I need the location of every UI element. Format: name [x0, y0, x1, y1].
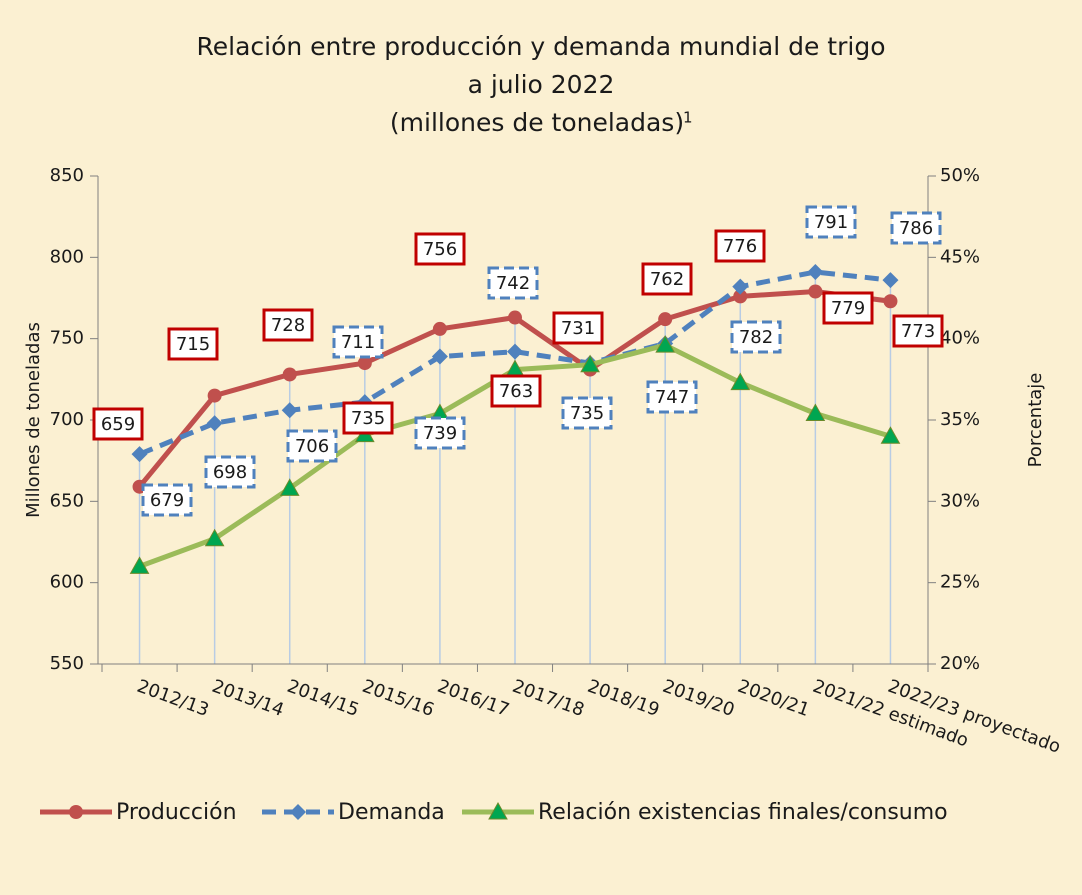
data-label: 773 [901, 321, 935, 342]
marker [807, 263, 824, 280]
y2-tick-label: 45% [940, 246, 980, 267]
data-label-box [141, 483, 193, 517]
marker [658, 312, 673, 327]
marker [882, 272, 899, 289]
data-label: 715 [176, 334, 210, 355]
data-label-box [286, 429, 338, 463]
data-label: 762 [650, 269, 684, 290]
marker [805, 403, 826, 421]
y-tick-label: 800 [50, 246, 84, 267]
marker [732, 278, 749, 295]
data-label: 731 [561, 318, 595, 339]
data-label-box [822, 291, 874, 325]
data-label-box [730, 320, 782, 354]
marker [206, 415, 223, 432]
y-tick-label: 750 [50, 328, 84, 349]
data-label-box [342, 401, 394, 435]
y2-tick-label: 20% [940, 653, 980, 674]
data-label: 763 [499, 381, 533, 402]
data-label: 786 [899, 218, 933, 239]
y-tick-label: 650 [50, 490, 84, 511]
data-label-box [332, 325, 384, 359]
y-axis-title: Millones de toneladas [23, 322, 44, 518]
data-label-box [490, 374, 542, 408]
data-label-box [167, 327, 219, 361]
data-label-box [561, 396, 613, 430]
legend-label: Relación existencias finales/consumo [538, 800, 948, 825]
chart-title: a julio 2022 [468, 70, 615, 99]
data-label: 711 [341, 332, 375, 353]
data-label: 779 [831, 298, 865, 319]
data-label-box [552, 311, 604, 345]
data-label: 747 [655, 387, 689, 408]
data-label: 739 [423, 423, 457, 444]
marker [131, 446, 148, 463]
data-label-box [262, 308, 314, 342]
y2-tick-label: 25% [940, 572, 980, 593]
data-label-box [414, 232, 466, 266]
y-tick-label: 600 [50, 572, 84, 593]
data-label: 698 [213, 462, 247, 483]
data-label: 756 [423, 239, 457, 260]
data-label: 776 [723, 236, 757, 257]
marker [883, 294, 898, 309]
y2-tick-label: 30% [940, 490, 980, 511]
marker [431, 348, 448, 365]
legend-marker [488, 801, 508, 820]
data-label: 706 [295, 436, 329, 457]
data-label: 735 [351, 408, 385, 429]
y-tick-label: 850 [50, 165, 84, 186]
legend-marker [69, 805, 83, 819]
data-label-box [805, 205, 857, 239]
footnote-mark: 1 [683, 109, 693, 127]
data-label-box [487, 266, 539, 300]
y2-axis-title: Porcentaje [1025, 373, 1046, 468]
marker [508, 310, 522, 325]
data-label: 728 [271, 315, 305, 336]
data-label: 659 [101, 414, 135, 435]
marker [282, 367, 297, 382]
marker [207, 388, 222, 403]
data-label-box [414, 416, 466, 450]
marker [279, 478, 300, 496]
data-label-box [641, 262, 693, 296]
marker [432, 321, 447, 336]
data-label-box [714, 229, 766, 263]
marker [281, 402, 298, 419]
data-label: 782 [739, 327, 773, 348]
data-label: 742 [496, 273, 530, 294]
legend-label: Demanda [338, 800, 445, 825]
marker [204, 528, 225, 547]
data-label-box [204, 455, 256, 489]
data-label: 679 [150, 490, 184, 511]
y-tick-label: 550 [50, 653, 84, 674]
marker [580, 354, 600, 373]
data-label: 791 [814, 212, 848, 233]
marker [507, 343, 523, 360]
data-label-box [646, 380, 698, 414]
marker [733, 289, 748, 304]
marker [808, 284, 823, 299]
y2-tick-label: 50% [940, 165, 980, 186]
data-label-box [890, 211, 942, 245]
data-label: 735 [570, 403, 604, 424]
legend-marker [290, 804, 306, 820]
legend-label: Producción [116, 800, 237, 825]
marker [730, 372, 751, 391]
marker [357, 356, 372, 371]
marker [880, 426, 901, 444]
data-label-box [892, 314, 944, 348]
marker [129, 556, 150, 574]
marker [655, 335, 676, 353]
y-tick-label: 700 [50, 409, 84, 430]
y2-tick-label: 40% [940, 328, 980, 349]
y2-tick-label: 35% [940, 409, 980, 430]
chart-subtitle: (millones de toneladas) [390, 108, 684, 137]
data-label-box [92, 407, 144, 441]
chart-title: Relación entre producción y demanda mund… [197, 32, 886, 61]
